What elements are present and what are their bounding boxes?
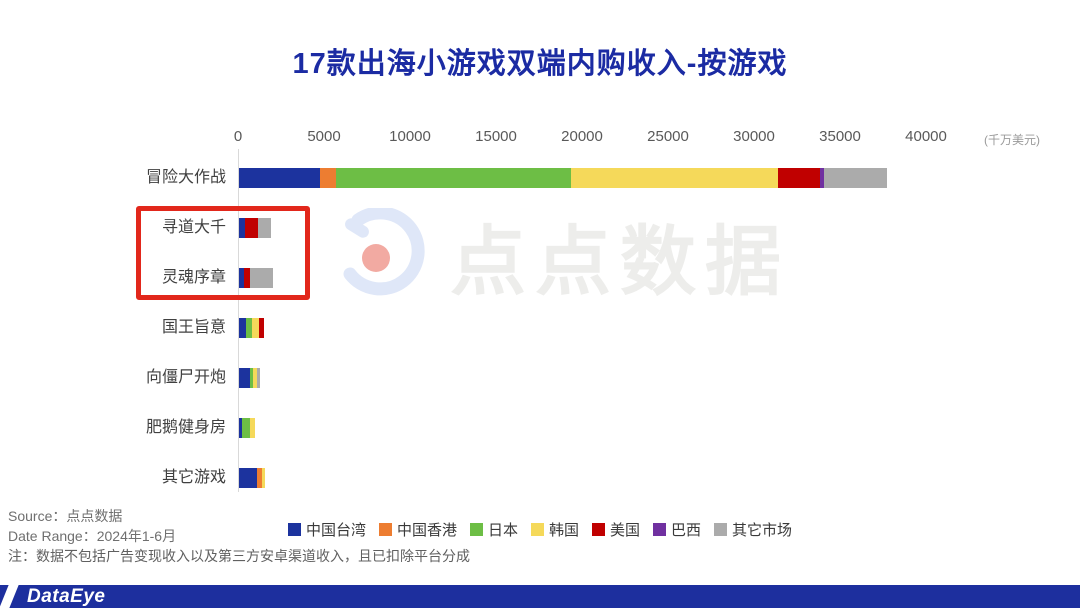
source-value: 点点数据 <box>66 508 123 524</box>
legend-item: 巴西 <box>653 519 701 540</box>
category-label: 其它游戏 <box>161 469 226 486</box>
bar-segment <box>242 418 251 438</box>
stacked-bar <box>239 368 261 388</box>
dataeye-logo: DataEye <box>27 586 106 607</box>
legend-label: 日本 <box>487 522 518 539</box>
legend-label: 中国香港 <box>396 522 457 539</box>
stacked-bar <box>239 418 256 438</box>
bar-segment <box>820 168 825 188</box>
bar-row: 国王旨意 <box>0 318 1080 338</box>
legend-swatch <box>530 523 544 536</box>
highlight-box <box>136 206 310 300</box>
bar-segment <box>778 168 821 188</box>
bar-segment <box>570 168 779 188</box>
x-axis-tick: 10000 <box>389 128 431 145</box>
stacked-bar <box>239 218 271 238</box>
x-axis-tick: 15000 <box>475 128 517 145</box>
legend-swatch <box>714 523 728 536</box>
bar-segment <box>239 468 257 488</box>
bar-segment <box>253 368 258 388</box>
y-axis-line <box>238 149 239 492</box>
bar-segment <box>246 318 253 338</box>
bar-segment <box>262 468 266 488</box>
logo-notch <box>0 585 19 608</box>
legend-swatch <box>592 523 605 536</box>
x-axis-tick: 35000 <box>819 128 861 145</box>
bar-row: 寻道大千 <box>0 218 1080 238</box>
bar-row: 向僵尸开炮 <box>0 368 1080 388</box>
legend-label: 中国台湾 <box>305 522 366 539</box>
x-axis-tick: 25000 <box>647 128 689 145</box>
bar-segment <box>824 168 888 188</box>
bar-segment <box>257 368 261 388</box>
legend: 中国台湾 中国香港 日本 韩国 美国 巴西 其它市场 <box>0 519 1080 540</box>
date-range-line: Date Range：2024年1-6月 <box>8 526 470 546</box>
source-label: Source： <box>8 508 67 524</box>
date-range-value: 2024年1-6月 <box>96 528 177 544</box>
legend-label: 韩国 <box>548 522 579 539</box>
category-label: 向僵尸开炮 <box>145 369 226 386</box>
bar-segment <box>239 218 246 238</box>
bar-segment <box>249 268 274 288</box>
category-label: 肥鹅健身房 <box>145 419 226 436</box>
footnote: 注：数据不包括广告变现收入以及第三方安卓渠道收入，且已扣除平台分成 <box>8 548 470 564</box>
stacked-bar <box>239 168 888 188</box>
bottom-bar: DataEye <box>0 585 1080 608</box>
bar-segment <box>244 268 250 288</box>
source-line: Source：点点数据 <box>8 506 470 526</box>
legend-swatch <box>287 523 301 536</box>
bar-segment <box>239 368 251 388</box>
bar-chart: 冒险大作战寻道大千灵魂序章国王旨意向僵尸开炮肥鹅健身房其它游戏 <box>0 168 1080 518</box>
bar-segment <box>239 268 245 288</box>
bar-segment <box>256 468 263 488</box>
category-label: 灵魂序章 <box>161 269 226 286</box>
x-axis-tick: 20000 <box>561 128 603 145</box>
bar-row: 灵魂序章 <box>0 268 1080 288</box>
bar-segment <box>250 418 256 438</box>
category-label: 国王旨意 <box>161 319 226 336</box>
bar-segment <box>258 218 271 238</box>
x-axis-tick: 40000 <box>905 128 947 145</box>
legend-label: 其它市场 <box>732 522 793 539</box>
bar-segment <box>336 168 571 188</box>
legend-item: 韩国 <box>530 519 579 540</box>
legend-item: 其它市场 <box>714 519 792 540</box>
category-label: 寻道大千 <box>161 219 226 236</box>
legend-swatch <box>653 523 667 536</box>
x-axis-tick: 0 <box>233 128 243 145</box>
bar-segment <box>245 218 259 238</box>
bar-segment <box>239 318 247 338</box>
legend-item: 日本 <box>469 519 518 540</box>
legend-swatch <box>378 523 392 536</box>
category-label: 冒险大作战 <box>145 169 226 186</box>
stacked-bar <box>239 318 264 338</box>
legend-swatch <box>469 523 483 536</box>
bar-segment <box>258 318 264 338</box>
legend-item: 中国台湾 <box>287 519 366 540</box>
bar-segment <box>239 418 242 438</box>
bar-row: 其它游戏 <box>0 468 1080 488</box>
x-axis-tick: 5000 <box>307 128 341 145</box>
bar-row: 肥鹅健身房 <box>0 418 1080 438</box>
x-axis-tick: 30000 <box>733 128 775 145</box>
stacked-bar <box>239 268 274 288</box>
bar-segment <box>239 168 320 188</box>
legend-label: 美国 <box>610 522 641 539</box>
bar-segment <box>252 318 259 338</box>
axis-unit-label: (千万美元) <box>984 133 1040 147</box>
stacked-bar <box>239 468 266 488</box>
date-range-label: Date Range： <box>8 528 97 544</box>
bar-row: 冒险大作战 <box>0 168 1080 188</box>
legend-label: 巴西 <box>671 522 702 539</box>
legend-item: 中国香港 <box>378 519 457 540</box>
chart-title: 17款出海小游戏双端内购收入-按游戏 <box>292 48 788 80</box>
bar-segment <box>250 368 254 388</box>
bar-segment <box>319 168 337 188</box>
legend-item: 美国 <box>592 519 640 540</box>
footer-notes: Source：点点数据 Date Range：2024年1-6月 注：数据不包括… <box>8 506 470 566</box>
